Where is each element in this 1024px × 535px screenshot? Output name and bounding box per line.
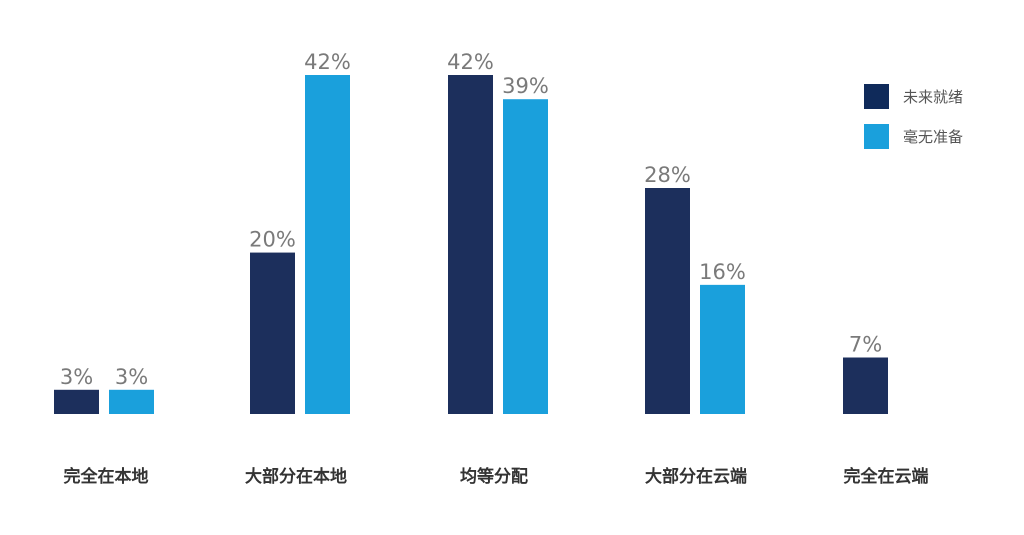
category-label-1: 大部分在本地 xyxy=(245,466,347,487)
category-label-0: 完全在本地 xyxy=(64,466,149,487)
bar-future-ready-0 xyxy=(54,389,99,414)
bar-unprepared-3 xyxy=(700,284,745,414)
value-label-future-ready-1: 20% xyxy=(249,228,296,252)
value-labels-group: 3% 3% 20% 42% 42% 39% 28% 16% 7% xyxy=(60,50,882,389)
value-label-unprepared-1: 42% xyxy=(304,50,351,74)
bar-unprepared-2 xyxy=(503,99,548,414)
value-label-future-ready-0: 3% xyxy=(60,365,93,389)
category-label-3: 大部分在云端 xyxy=(645,466,747,487)
value-label-future-ready-2: 42% xyxy=(447,50,494,74)
legend-swatch-future-ready xyxy=(864,84,889,109)
bars-group xyxy=(54,75,888,414)
bar-future-ready-1 xyxy=(250,252,295,414)
bar-future-ready-4 xyxy=(843,357,888,414)
value-label-future-ready-4: 7% xyxy=(849,333,882,357)
value-label-future-ready-3: 28% xyxy=(644,163,691,187)
value-label-unprepared-3: 16% xyxy=(699,260,746,284)
category-labels-group: 完全在本地 大部分在本地 均等分配 大部分在云端 完全在云端 xyxy=(64,466,929,487)
legend-swatch-unprepared xyxy=(864,124,889,149)
legend-label-future-ready: 未来就绪 xyxy=(903,88,963,106)
bar-unprepared-0 xyxy=(109,389,154,414)
legend-label-unprepared: 毫无准备 xyxy=(903,128,963,146)
category-label-4: 完全在云端 xyxy=(844,466,929,487)
value-label-unprepared-2: 39% xyxy=(502,74,549,98)
category-label-2: 均等分配 xyxy=(460,466,528,487)
bar-future-ready-2 xyxy=(448,75,493,414)
value-label-unprepared-0: 3% xyxy=(115,365,148,389)
bar-future-ready-3 xyxy=(645,188,690,414)
bar-unprepared-1 xyxy=(305,75,350,414)
